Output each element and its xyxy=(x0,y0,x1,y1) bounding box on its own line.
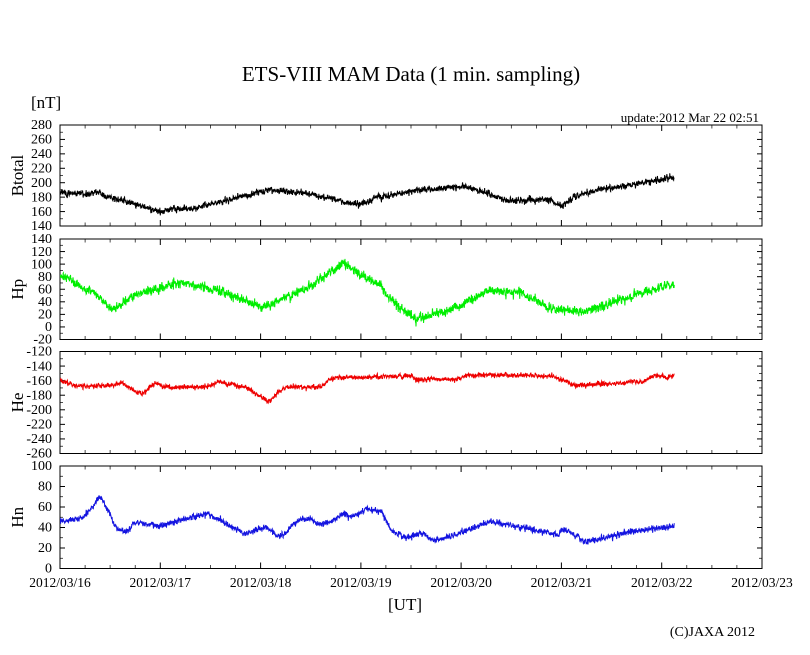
svg-text:180: 180 xyxy=(31,190,52,205)
svg-text:-120: -120 xyxy=(26,345,52,360)
svg-text:-240: -240 xyxy=(26,432,52,447)
svg-text:2012/03/22: 2012/03/22 xyxy=(631,575,693,590)
svg-text:Hn: Hn xyxy=(8,506,27,527)
svg-text:2012/03/20: 2012/03/20 xyxy=(430,575,492,590)
svg-text:2012/03/16: 2012/03/16 xyxy=(29,575,91,590)
svg-text:200: 200 xyxy=(31,176,52,191)
svg-text:Hp: Hp xyxy=(8,279,27,300)
svg-text:40: 40 xyxy=(38,521,52,536)
svg-text:20: 20 xyxy=(38,541,52,556)
svg-text:[nT]: [nT] xyxy=(31,93,61,112)
svg-text:He: He xyxy=(8,393,27,413)
svg-text:100: 100 xyxy=(31,459,52,474)
svg-text:160: 160 xyxy=(31,205,52,220)
svg-text:-180: -180 xyxy=(26,388,52,403)
svg-text:80: 80 xyxy=(38,480,52,495)
svg-text:60: 60 xyxy=(38,500,52,515)
svg-text:240: 240 xyxy=(31,147,52,162)
svg-text:260: 260 xyxy=(31,133,52,148)
svg-text:Btotal: Btotal xyxy=(8,154,27,196)
svg-text:2012/03/18: 2012/03/18 xyxy=(230,575,292,590)
svg-text:280: 280 xyxy=(31,118,52,133)
svg-text:140: 140 xyxy=(31,232,52,247)
svg-text:-220: -220 xyxy=(26,418,52,433)
svg-text:2012/03/19: 2012/03/19 xyxy=(330,575,392,590)
svg-text:-160: -160 xyxy=(26,374,52,389)
svg-text:2012/03/17: 2012/03/17 xyxy=(130,575,192,590)
svg-text:-200: -200 xyxy=(26,403,52,418)
svg-text:2012/03/23: 2012/03/23 xyxy=(731,575,793,590)
svg-text:[UT]: [UT] xyxy=(388,595,422,614)
svg-text:-140: -140 xyxy=(26,359,52,374)
svg-text:ETS-VIII MAM Data (1 min. samp: ETS-VIII MAM Data (1 min. sampling) xyxy=(242,62,580,86)
svg-text:(C)JAXA 2012: (C)JAXA 2012 xyxy=(670,625,755,640)
svg-text:2012/03/21: 2012/03/21 xyxy=(531,575,593,590)
svg-text:update:2012 Mar 22 02:51: update:2012 Mar 22 02:51 xyxy=(621,110,759,125)
svg-text:220: 220 xyxy=(31,161,52,176)
